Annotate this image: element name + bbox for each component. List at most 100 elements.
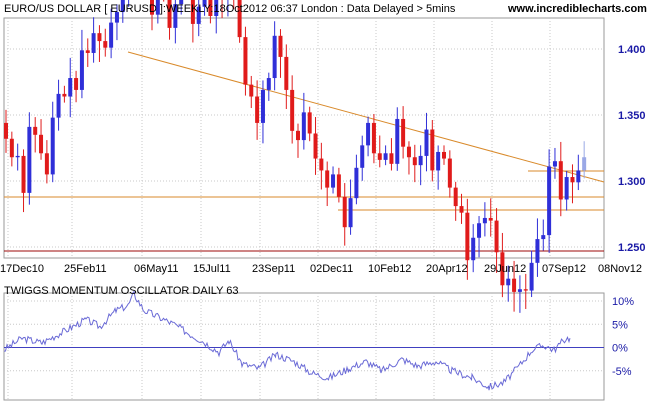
candle-body <box>442 151 446 159</box>
candle-body <box>360 145 365 168</box>
candle-body <box>366 122 371 146</box>
candle-body <box>582 157 587 171</box>
candle-body <box>383 153 388 160</box>
price-tick-label: 1.300 <box>618 176 646 188</box>
candle-body <box>290 89 295 131</box>
candle-body <box>33 126 38 135</box>
candle-body <box>167 0 172 28</box>
x-tick-label: 20Apr12 <box>426 263 468 275</box>
x-tick-label: 08Nov12 <box>598 263 642 275</box>
candle-body <box>523 289 528 291</box>
candle-body <box>576 170 581 183</box>
candle-body <box>570 177 575 183</box>
candle-body <box>336 174 341 197</box>
candle-body <box>331 174 336 188</box>
candle-body <box>506 278 511 286</box>
candle-body <box>471 237 476 261</box>
candle-body <box>389 153 394 164</box>
candle-body <box>412 157 417 166</box>
candle-body <box>260 89 265 123</box>
price-tick-label: 1.250 <box>618 242 646 254</box>
candle-body <box>424 129 429 156</box>
guide-layer <box>4 51 605 252</box>
candle-body <box>255 96 260 123</box>
candle-body <box>296 130 300 141</box>
candle-body <box>348 198 353 228</box>
candle-body <box>103 41 108 48</box>
candle-body <box>482 217 487 224</box>
candle-body <box>547 166 552 236</box>
price-tick-label: 1.350 <box>618 110 646 122</box>
candle-body <box>97 33 102 42</box>
candle-body <box>465 212 470 261</box>
x-tick-label: 15Jul11 <box>193 263 231 275</box>
oscillator-tick-label: 5% <box>612 319 628 331</box>
candle-body <box>85 50 90 53</box>
x-tick-label: 06May11 <box>134 263 178 275</box>
candle-body <box>477 223 482 238</box>
candle-body <box>395 118 400 164</box>
price-tick-label: 1.400 <box>618 44 646 56</box>
x-tick-label: 23Sep11 <box>252 263 295 275</box>
candle-body <box>371 122 376 154</box>
brand-url[interactable]: www.incrediblecharts.com <box>508 3 647 15</box>
candle-body <box>319 158 324 171</box>
x-tick-label: 29Jun12 <box>484 263 526 275</box>
candle-body <box>342 196 347 228</box>
candle-body <box>79 50 84 90</box>
candle-body <box>56 93 61 118</box>
downtrend-line <box>127 51 605 183</box>
candle-body <box>190 0 195 24</box>
candle-body <box>278 35 283 57</box>
candle-body <box>173 4 178 28</box>
oscillator-line <box>3 290 571 391</box>
oscillator-tick-label: 10% <box>612 296 634 308</box>
chart-title: EURO/US DOLLAR [ EURUSD ]:WEEKLY:18Oct20… <box>4 3 456 15</box>
oscillator-panel-frame <box>3 292 605 401</box>
candle-body <box>325 170 330 188</box>
candle-body <box>453 187 458 207</box>
candle-body <box>91 33 96 53</box>
candle-body <box>558 161 563 200</box>
x-tick-label: 07Sep12 <box>542 263 586 275</box>
candle-body <box>488 217 493 221</box>
candle-body <box>307 112 312 134</box>
x-tick-label: 17Dec10 <box>0 263 44 275</box>
candle-body <box>4 122 8 139</box>
oscillator-tick-label: 0% <box>612 343 628 355</box>
candle-body <box>68 78 73 97</box>
candle-body <box>179 0 184 5</box>
candle-body <box>150 0 154 15</box>
candle-body <box>109 22 114 48</box>
candle-layer <box>4 0 587 313</box>
candle-body <box>494 220 499 253</box>
candle-body <box>284 56 289 90</box>
candle-body <box>74 78 79 90</box>
candle-body <box>9 138 14 158</box>
candle-body <box>541 235 546 240</box>
oscillator-layer <box>3 290 571 391</box>
candle-body <box>237 0 242 38</box>
candle-body <box>301 112 306 141</box>
candle-body <box>243 37 248 85</box>
candle-body <box>249 84 254 97</box>
candle-body <box>114 12 119 23</box>
x-tick-label: 25Feb11 <box>64 263 107 275</box>
x-tick-label: 10Feb12 <box>368 263 411 275</box>
candle-body <box>272 35 277 79</box>
candle-body <box>208 0 213 16</box>
oscillator-title: TWIGGS MOMENTUM OSCILLATOR DAILY 63 <box>4 285 239 297</box>
candle-body <box>377 153 382 160</box>
candle-body <box>266 78 271 90</box>
candle-body <box>406 146 411 158</box>
candle-body <box>354 167 359 199</box>
candle-body <box>512 278 517 292</box>
candle-body <box>313 133 318 159</box>
label-layer: 1.2501.3001.3501.4001.4501.50017Dec1025F… <box>0 44 646 378</box>
candle-body <box>430 129 435 171</box>
candle-body <box>401 118 406 147</box>
x-tick-label: 02Dec11 <box>310 263 353 275</box>
candle-body <box>459 206 464 213</box>
candle-body <box>39 134 44 154</box>
